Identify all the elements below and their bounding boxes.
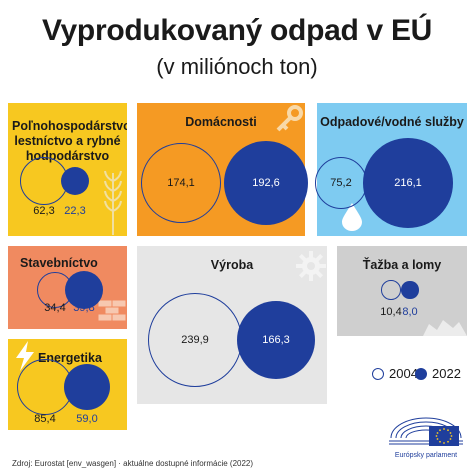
bubble-2022: 192,6 bbox=[223, 140, 309, 226]
bubble-2004: 174,1 bbox=[140, 142, 222, 224]
value-label-2004: 34,4 bbox=[44, 302, 66, 314]
wheat-icon bbox=[104, 170, 122, 235]
panel-mining: Ťažba a lomy bbox=[337, 246, 467, 336]
panel-agriculture: Poľnohospodárstvo, lestníctvo a rybné ho… bbox=[8, 103, 127, 236]
value-label-2022: 8,0 bbox=[402, 306, 418, 318]
bubble-2004: 239,9 bbox=[147, 292, 243, 388]
water-drop-icon bbox=[342, 203, 362, 231]
category-label: Poľnohospodárstvo, lestníctvo a rybné ho… bbox=[12, 119, 127, 163]
value-label-2022: 59,0 bbox=[76, 413, 98, 425]
category-label: Odpadové/vodné služby bbox=[320, 115, 464, 129]
rocks-icon bbox=[423, 320, 467, 336]
category-label: Domácnosti bbox=[185, 115, 257, 129]
legend-label: 2004 bbox=[389, 366, 418, 381]
category-label: Ťažba a lomy bbox=[362, 258, 442, 272]
legend-item-2022: 2022 bbox=[415, 366, 461, 381]
value-label-2004: 85,4 bbox=[34, 413, 56, 425]
legend-item-2004: 2004 bbox=[372, 366, 418, 381]
lightning-icon bbox=[16, 341, 34, 371]
value-label-2022: 22,3 bbox=[64, 205, 86, 217]
legend-label: 2022 bbox=[432, 366, 461, 381]
bubble-2022: 166,3 bbox=[236, 300, 316, 380]
bubble-2022 bbox=[63, 363, 111, 411]
page-subtitle: (v miliónoch ton) bbox=[156, 54, 318, 79]
source-note: Zdroj: Eurostat [env_wasgen] · aktuálne … bbox=[12, 459, 254, 468]
category-label: Stavebníctvo bbox=[20, 256, 98, 270]
bubble-2004 bbox=[381, 280, 401, 300]
bubble-2022 bbox=[60, 166, 90, 196]
legend-filled-swatch bbox=[415, 367, 427, 380]
european-parliament-logo: Európsky parlament bbox=[387, 406, 465, 464]
bubble-2022 bbox=[401, 281, 419, 299]
bubble-2022 bbox=[64, 270, 104, 310]
value-label-2004: 10,4 bbox=[380, 306, 402, 318]
logo-text: Európsky parlament bbox=[394, 452, 458, 459]
bricks-icon bbox=[97, 299, 127, 322]
gear-icon bbox=[296, 251, 326, 281]
legend-outline-swatch bbox=[372, 367, 384, 380]
value-label-2022: 39,8 bbox=[73, 302, 95, 314]
category-label: Výroba bbox=[210, 258, 254, 272]
bubble-2022: 216,1 bbox=[363, 138, 453, 228]
page-title: Vyprodukovaný odpad v EÚ bbox=[41, 14, 433, 47]
key-icon bbox=[276, 105, 303, 132]
value-label-2004: 62,3 bbox=[33, 205, 55, 217]
